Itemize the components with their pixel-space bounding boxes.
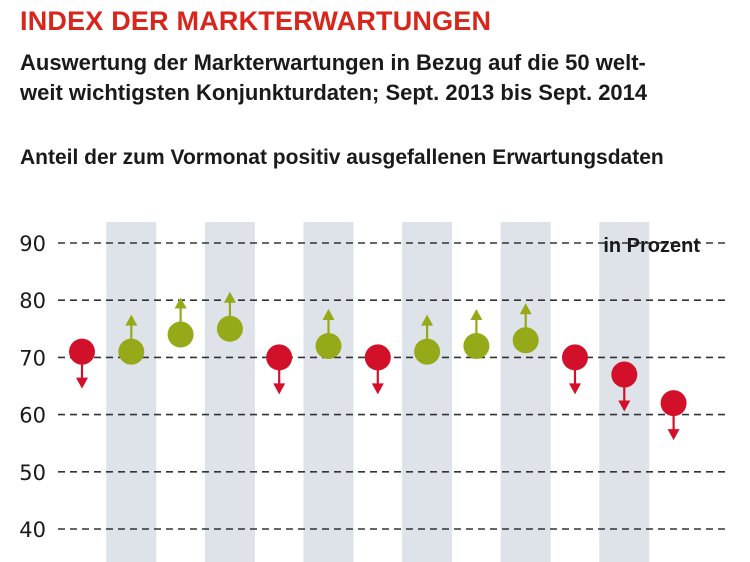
point-up: [512, 303, 539, 354]
arrow-up-icon: [421, 314, 434, 326]
data-point: [266, 344, 293, 371]
data-point: [611, 361, 638, 388]
subtitle-line-2: weit wichtigsten Konjunkturdaten; Sept. …: [20, 80, 648, 105]
arrow-down-icon: [273, 383, 286, 395]
data-point: [512, 327, 539, 354]
point-down: [562, 344, 588, 395]
chart-subtitle: Auswertung der Markterwartungen in Bezug…: [20, 48, 740, 108]
data-point: [118, 338, 145, 365]
arrow-down-icon: [371, 383, 384, 395]
point-up: [414, 314, 441, 365]
point-up: [463, 308, 490, 359]
arrow-up-icon: [470, 308, 483, 320]
subtitle-line-1: Auswertung der Markterwartungen in Bezug…: [20, 50, 646, 75]
column-band: [402, 222, 453, 562]
point-up: [315, 308, 342, 359]
arrow-up-icon: [223, 291, 236, 303]
point-down: [69, 338, 95, 389]
data-point: [364, 344, 391, 371]
data-point: [167, 321, 194, 348]
point-down: [611, 361, 638, 412]
data-points: [69, 291, 687, 441]
point-down: [364, 344, 391, 395]
point-down: [660, 390, 687, 441]
arrow-down-icon: [667, 429, 680, 441]
data-point: [414, 338, 441, 365]
arrow-down-icon: [618, 400, 631, 412]
data-point: [216, 315, 243, 342]
y-tick-label: 90: [19, 232, 46, 256]
data-point: [315, 332, 342, 359]
data-point: [463, 332, 490, 359]
column-band: [204, 222, 255, 562]
data-point: [660, 390, 687, 417]
gridlines: [58, 242, 728, 530]
arrow-up-icon: [174, 297, 187, 309]
column-band: [500, 222, 551, 562]
data-point: [69, 338, 95, 365]
arrow-down-icon: [569, 383, 581, 395]
point-up: [118, 314, 145, 365]
point-up: [216, 291, 243, 342]
column-band: [106, 222, 157, 562]
point-up: [167, 297, 194, 348]
arrow-down-icon: [76, 377, 88, 389]
arrow-up-icon: [519, 303, 532, 315]
y-tick-label: 80: [19, 289, 46, 313]
y-tick-label: 40: [19, 518, 46, 542]
chart-description: Anteil der zum Vormonat positiv ausgefal…: [20, 146, 664, 169]
column-band: [303, 222, 354, 562]
unit-label: in Prozent: [603, 235, 700, 257]
point-down: [266, 344, 293, 395]
chart-title: INDEX DER MARKTERWARTUNGEN: [20, 6, 492, 36]
y-tick-label: 60: [19, 404, 46, 428]
y-tick-label: 70: [19, 346, 46, 370]
y-tick-label: 50: [19, 461, 46, 485]
column-bands: [106, 222, 650, 562]
arrow-up-icon: [125, 314, 138, 326]
y-axis: 40 50 60 70 80 90: [19, 232, 46, 542]
data-point: [562, 344, 588, 371]
arrow-up-icon: [322, 308, 335, 320]
